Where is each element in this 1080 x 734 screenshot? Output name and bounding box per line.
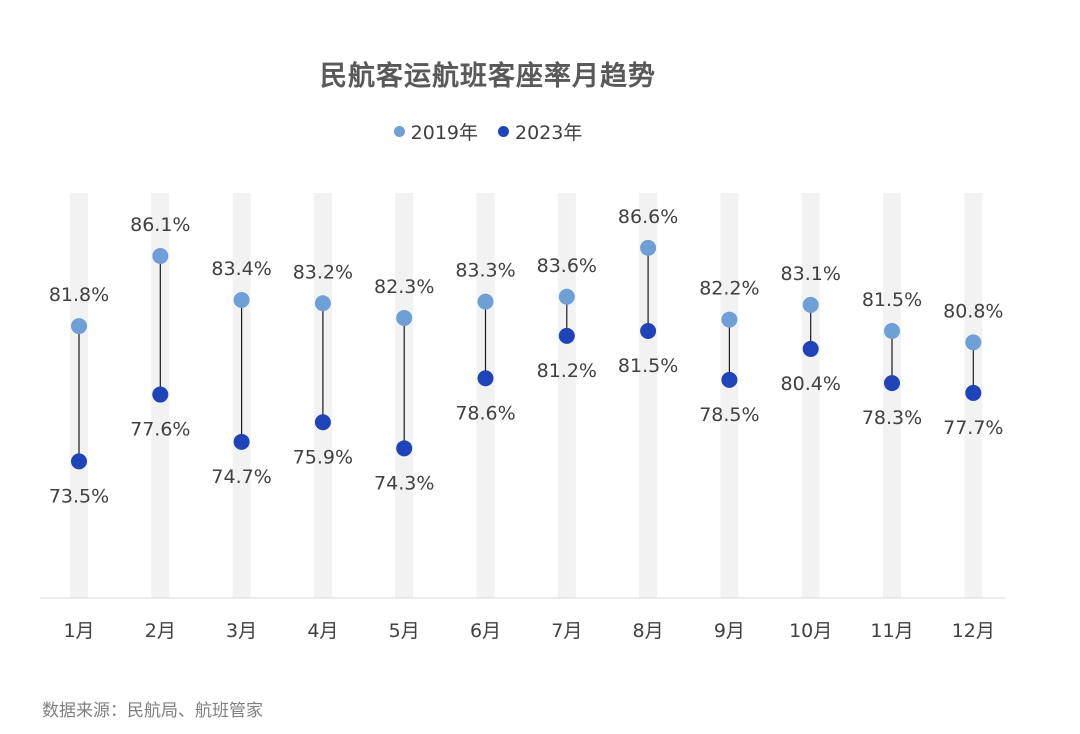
legend: 2019年 2023年 [0,118,976,145]
x-tick-label: 4月 [307,620,338,642]
data-label-2019: 83.3% [455,260,515,282]
point-2019 [640,239,657,256]
x-tick-label: 11月 [870,620,913,642]
point-2019 [721,311,738,328]
point-2019 [884,322,900,339]
point-2019 [233,292,250,309]
source-note: 数据来源：民航局、航班管家 [42,701,263,721]
point-2019 [558,288,575,305]
point-2019 [477,293,494,310]
point-2023 [721,371,738,388]
data-label-2019: 86.1% [130,214,190,236]
data-label-2019: 81.8% [49,284,109,306]
x-tick-label: 1月 [63,620,94,642]
column-band [801,193,820,598]
data-label-2019: 83.4% [211,258,271,280]
x-tick-label: 7月 [551,620,582,642]
data-label-2023: 78.3% [862,407,922,429]
column-band [639,193,658,598]
legend-item-2019: 2019年 [393,118,478,145]
x-tick-label: 3月 [226,620,257,642]
x-tick-label: 10月 [789,620,832,642]
data-label-2023: 77.6% [130,419,190,441]
data-label-2023: 74.7% [211,466,271,488]
point-2023 [314,414,331,431]
point-2019 [396,309,413,326]
x-tick-label: 6月 [470,620,501,642]
data-label-2023: 81.2% [537,360,597,382]
data-label-2023: 81.5% [618,355,678,377]
x-tick-label: 12月 [952,620,995,642]
legend-label-2019: 2019年 [410,122,478,144]
data-label-2023: 77.7% [943,417,1003,439]
x-tick-label: 5月 [389,620,420,642]
legend-swatch-2019 [393,126,405,137]
point-2023 [640,322,657,339]
data-label-2019: 82.2% [699,278,759,300]
data-label-2019: 83.2% [293,261,353,283]
x-tick-label: 2月 [145,620,176,642]
data-label-2019: 80.8% [943,300,1003,322]
point-2023 [802,340,819,357]
point-2023 [396,440,413,457]
point-2023 [477,370,494,387]
data-label-2019: 82.3% [374,276,434,298]
point-2023 [965,384,982,401]
data-label-2023: 73.5% [49,485,109,507]
column-band [557,193,576,598]
point-2023 [71,453,87,470]
point-2023 [884,375,900,392]
point-2019 [965,334,982,351]
point-2023 [152,386,169,403]
column-band [476,193,495,598]
data-label-2023: 78.6% [455,402,515,424]
data-label-2023: 75.9% [293,446,353,468]
point-2019 [314,295,331,312]
chart-title: 民航客运航班客座率月趋势 [320,61,656,92]
data-label-2023: 78.5% [699,404,759,426]
data-label-2019: 86.6% [618,206,678,228]
column-band [883,193,901,598]
column-band [720,193,739,598]
point-2019 [152,248,169,264]
point-2023 [233,433,250,450]
data-label-2023: 80.4% [781,373,841,395]
point-2023 [558,327,575,344]
legend-item-2023: 2023年 [498,118,582,145]
legend-label-2023: 2023年 [515,122,583,144]
legend-swatch-2023 [498,126,509,137]
point-2019 [802,296,819,313]
data-label-2019: 83.6% [537,255,597,277]
data-label-2019: 83.1% [781,263,841,285]
x-tick-label: 9月 [714,620,745,642]
data-label-2023: 74.3% [374,472,434,494]
point-2019 [71,318,87,335]
x-tick-label: 8月 [633,620,664,642]
data-label-2019: 81.5% [862,289,922,311]
